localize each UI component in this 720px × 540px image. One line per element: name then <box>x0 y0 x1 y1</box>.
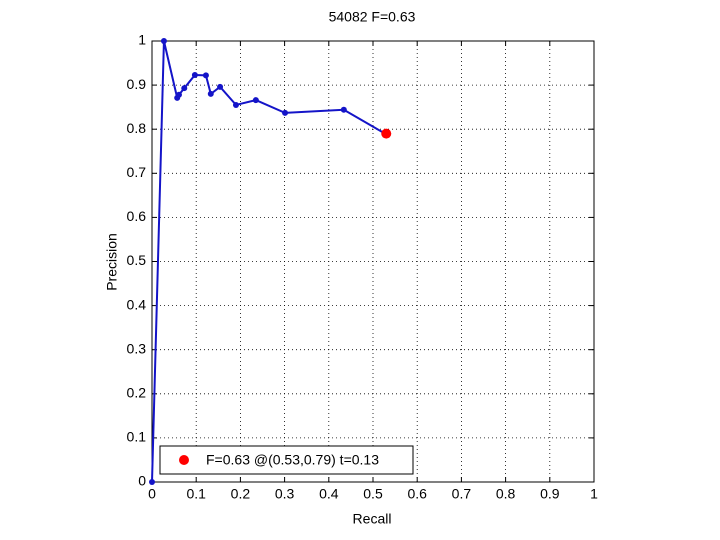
x-tick-label: 0.7 <box>452 486 472 502</box>
data-point <box>181 85 188 92</box>
x-tick-label: 0.1 <box>186 486 206 502</box>
y-axis-label: Precision <box>104 233 120 291</box>
y-tick-label: 0 <box>138 473 146 489</box>
data-point <box>160 38 167 44</box>
y-tick-label: 0.3 <box>127 340 147 356</box>
x-tick-label: 0.3 <box>275 486 295 502</box>
x-tick-label: 0.2 <box>231 486 251 502</box>
y-tick-label: 0.5 <box>127 252 147 268</box>
data-point <box>217 83 224 90</box>
data-point <box>149 479 155 485</box>
x-tick-label: 0 <box>148 486 156 502</box>
y-tick-label: 0.4 <box>127 296 147 312</box>
legend-box <box>159 445 414 475</box>
legend-label: F=0.63 @(0.53,0.79) t=0.13 <box>206 452 379 468</box>
x-tick-label: 0.4 <box>319 486 339 502</box>
data-point <box>202 72 209 79</box>
x-tick-label: 0.5 <box>363 486 383 502</box>
data-point <box>207 90 214 97</box>
y-tick-label: 1 <box>138 32 146 48</box>
y-tick-label: 0.6 <box>127 208 147 224</box>
data-point <box>191 71 198 78</box>
x-axis-label: Recall <box>353 511 392 527</box>
data-point <box>282 109 289 116</box>
y-tick-label: 0.2 <box>127 385 147 401</box>
data-point <box>232 101 239 108</box>
y-tick-label: 0.1 <box>127 429 147 445</box>
x-tick-label: 0.8 <box>496 486 516 502</box>
data-point <box>175 91 182 98</box>
y-tick-label: 0.7 <box>127 164 147 180</box>
x-tick-label: 1 <box>590 486 598 502</box>
data-point <box>252 97 259 104</box>
plot-frame <box>151 40 595 483</box>
data-point <box>340 106 347 113</box>
y-tick-label: 0.9 <box>127 76 147 92</box>
highlight-point <box>381 128 392 139</box>
y-tick-label: 0.8 <box>127 120 147 136</box>
legend-marker <box>179 455 189 465</box>
x-tick-label: 0.6 <box>407 486 427 502</box>
chart-title: 54082 F=0.63 <box>329 9 416 25</box>
x-tick-label: 0.9 <box>540 486 560 502</box>
